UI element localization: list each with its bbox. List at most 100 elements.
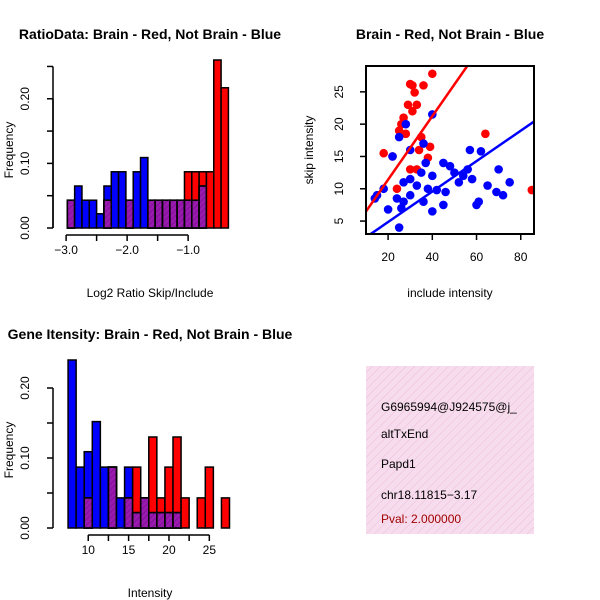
scatter-plot-area: 20 40 60 80 5 10 15 20 25 bbox=[332, 65, 535, 264]
scatter-point-notbrain bbox=[465, 145, 475, 155]
event-id: G6965994@J924575@j_ bbox=[381, 400, 517, 414]
scatter-point-brain bbox=[412, 100, 422, 110]
scatter-point-notbrain bbox=[439, 200, 448, 210]
scatter-point-brain bbox=[379, 148, 388, 158]
intensity-title: Gene Itensity: Brain - Red, Not Brain - … bbox=[8, 326, 293, 342]
scatter-xlabel: include intensity bbox=[407, 286, 492, 300]
genomic-location: chr18.11815−3.17 bbox=[381, 488, 478, 502]
scatter-point-notbrain bbox=[428, 171, 437, 181]
scatter-point-notbrain bbox=[401, 119, 411, 129]
scatter-point-brain bbox=[425, 142, 435, 152]
intensity-bar-notbrain bbox=[67, 359, 77, 529]
scatter-point-notbrain bbox=[505, 178, 514, 187]
intensity-y-tick-label: 0.00 bbox=[18, 516, 32, 540]
intensity-ylabel: Frequency bbox=[2, 422, 16, 479]
intensity-xlabel: Intensity bbox=[128, 586, 173, 600]
intensity-bar-overlap-hatch bbox=[148, 511, 158, 529]
ratio-axes: −3.0 −2.0 −1.0 0.00 0.10 0.20 bbox=[18, 65, 200, 257]
info-panel: G6965994@J924575@j_ altTxEnd Papd1 chr18… bbox=[366, 366, 534, 534]
scatter-point-notbrain bbox=[483, 181, 492, 190]
scatter-point-notbrain bbox=[445, 161, 455, 171]
scatter-point-notbrain bbox=[416, 168, 426, 177]
ratio-bar-overlap-hatch bbox=[125, 199, 134, 229]
scatter-title: Brain - Red, Not Brain - Blue bbox=[356, 26, 544, 42]
ratio-bar-notbrain bbox=[73, 185, 83, 229]
scatter-point-notbrain bbox=[428, 207, 437, 216]
intensity-bar-notbrain bbox=[99, 466, 110, 529]
intensity-bar-notbrain bbox=[75, 466, 85, 529]
ratio-y-tick-label: 0.00 bbox=[18, 216, 32, 240]
scatter-point-brain bbox=[410, 88, 419, 97]
scatter-point-notbrain bbox=[439, 158, 448, 168]
scatter-y-tick-label: 10 bbox=[332, 182, 346, 196]
pval-text: Pval: 2.000000 bbox=[381, 512, 461, 526]
scatter-point-notbrain bbox=[421, 158, 430, 168]
ratio-histogram: RatioData: Brain - Red, Not Brain - Blue… bbox=[2, 26, 281, 300]
ratio-bar-overlap-hatch bbox=[176, 199, 186, 229]
scatter-x-tick-label: 40 bbox=[426, 250, 440, 264]
scatter-point-brain bbox=[408, 106, 417, 116]
ratio-bar-notbrain bbox=[139, 156, 149, 229]
scatter-point-notbrain bbox=[419, 139, 428, 148]
scatter-point-brain bbox=[428, 69, 437, 79]
scatter-point-brain bbox=[399, 113, 408, 122]
scatter-y-tick-label: 5 bbox=[332, 217, 346, 224]
ratio-bar-overlap-hatch bbox=[169, 199, 178, 229]
intensity-bar-overlap-hatch bbox=[172, 511, 182, 529]
scatter-point-brain bbox=[394, 126, 404, 135]
ratio-bar-notbrain bbox=[132, 171, 142, 229]
intensity-bar-overlap-hatch bbox=[156, 511, 166, 529]
intensity-bar-overlap-hatch bbox=[83, 497, 94, 529]
intensity-bar-brain bbox=[220, 497, 231, 529]
ratio-x-tick-label: −2.0 bbox=[115, 243, 139, 257]
scatter-point-notbrain bbox=[441, 187, 450, 197]
intensity-x-tick-label: 10 bbox=[82, 543, 96, 557]
intensity-bar-overlap-hatch bbox=[164, 511, 174, 529]
scatter-point-brain bbox=[414, 145, 424, 155]
scatter-point-notbrain bbox=[474, 197, 484, 206]
scatter-point-brain bbox=[527, 185, 534, 195]
scatter-y-tick-label: 25 bbox=[332, 85, 346, 99]
intensity-bar-notbrain bbox=[91, 420, 102, 529]
scatter-y-tick-label: 15 bbox=[332, 149, 346, 163]
intensity-x-tick-label: 15 bbox=[122, 543, 136, 557]
ratio-bar-notbrain bbox=[110, 171, 120, 229]
intensity-y-tick-label: 0.10 bbox=[18, 446, 32, 470]
ratio-bar-notbrain bbox=[117, 171, 127, 229]
scatter-point-brain bbox=[419, 81, 428, 90]
intensity-x-tick-label: 25 bbox=[203, 543, 217, 557]
intensity-bar-brain bbox=[180, 497, 190, 529]
intensity-bar-overlap-hatch bbox=[107, 466, 118, 529]
scatter-x-tick-label: 60 bbox=[470, 250, 484, 264]
ratio-bar-overlap-hatch bbox=[183, 199, 193, 229]
intensity-bars bbox=[67, 359, 231, 529]
scatter-point-brain bbox=[405, 165, 415, 174]
ratio-x-tick-label: −3.0 bbox=[54, 243, 78, 257]
ratio-xlabel: Log2 Ratio Skip/Include bbox=[87, 286, 214, 300]
scatter-point-notbrain bbox=[392, 194, 402, 203]
ratio-ylabel: Frequency bbox=[2, 122, 16, 179]
scatter-point-notbrain bbox=[394, 132, 404, 142]
event-type: altTxEnd bbox=[381, 427, 428, 441]
scatter-point-notbrain bbox=[454, 178, 464, 187]
scatter-point-notbrain bbox=[405, 174, 415, 184]
ratio-bar-overlap-hatch bbox=[147, 199, 156, 229]
ratio-bar-overlap-hatch bbox=[161, 199, 171, 229]
scatter-y-tick-label: 20 bbox=[332, 117, 346, 131]
scatter-point-notbrain bbox=[383, 205, 393, 214]
scatter-marks bbox=[366, 66, 534, 234]
ratio-bar-notbrain bbox=[95, 213, 105, 229]
scatter-point-notbrain bbox=[467, 174, 477, 184]
intensity-axes: 10 15 20 25 0.00 0.10 0.20 bbox=[18, 376, 216, 557]
ratio-title: RatioData: Brain - Red, Not Brain - Blue bbox=[19, 26, 281, 42]
intensity-bar-brain bbox=[196, 497, 207, 529]
scatter-point-notbrain bbox=[423, 184, 433, 194]
scatter-point-notbrain bbox=[458, 171, 468, 181]
intensity-histogram: Gene Itensity: Brain - Red, Not Brain - … bbox=[2, 326, 293, 600]
intensity-bar-overlap-hatch bbox=[139, 497, 150, 529]
fit-line-notbrain bbox=[368, 120, 534, 234]
ratio-bar-overlap-hatch bbox=[198, 185, 208, 229]
ratio-y-tick-label: 0.20 bbox=[18, 87, 32, 111]
scatter-point-brain bbox=[408, 81, 417, 90]
